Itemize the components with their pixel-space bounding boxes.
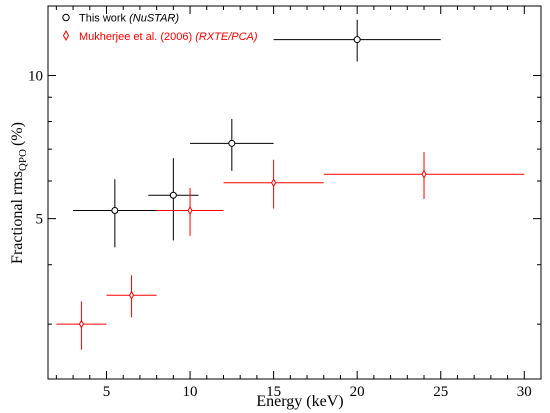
y-tick-label: 5 (36, 212, 44, 228)
x-axis-title: Energy (keV) (256, 393, 343, 410)
x-tick-label: 5 (103, 384, 111, 400)
data-point (271, 178, 277, 188)
x-tick-label: 20 (350, 384, 365, 400)
legend-label-this-work: This work (NuSTAR) (79, 13, 179, 25)
legend-marker-circle (62, 13, 70, 22)
y-axis-ticks: 5 10 (28, 68, 541, 325)
x-tick-label: 15 (266, 384, 281, 400)
series-0 (73, 19, 441, 248)
data-point (128, 290, 135, 300)
x-tick-label: 10 (183, 384, 198, 400)
y-axis-title-subscript: QPO (17, 149, 29, 171)
y-axis-title-unit: (%) (9, 122, 26, 146)
data-point (353, 36, 361, 44)
legend-series-instrument: (RXTE/PCA) (195, 31, 258, 43)
legend: This work (NuSTAR) Mukherjee et al. (200… (62, 13, 258, 43)
plot-frame (47, 5, 542, 380)
series-1 (56, 152, 525, 350)
data-point (421, 169, 427, 179)
y-axis-title-main: Fractional rms (9, 171, 26, 264)
legend-entry-mukherjee: Mukherjee et al. (2006) (RXTE/PCA) (62, 29, 258, 43)
data-marks (56, 19, 525, 350)
data-point (228, 139, 236, 147)
data-point (169, 191, 177, 199)
x-tick-label: 30 (517, 384, 532, 400)
legend-label-mukherjee: Mukherjee et al. (2006) (RXTE/PCA) (79, 31, 258, 43)
legend-marker-diamond (62, 29, 70, 42)
data-point (111, 207, 119, 215)
legend-entry-this-work: This work (NuSTAR) (62, 13, 179, 25)
y-axis-title: Fractional rmsQPO (%) (9, 122, 29, 264)
data-point (78, 319, 84, 329)
data-point (187, 206, 193, 216)
y-tick-label: 10 (28, 68, 43, 84)
plot-border (47, 5, 542, 380)
legend-series-name: Mukherjee et al. (2006) (79, 31, 192, 43)
x-tick-label: 25 (433, 384, 448, 400)
legend-series-name: This work (79, 13, 127, 25)
x-axis-ticks: 5 10 15 20 25 30 (55, 6, 542, 400)
legend-series-instrument: (NuSTAR) (129, 13, 179, 25)
